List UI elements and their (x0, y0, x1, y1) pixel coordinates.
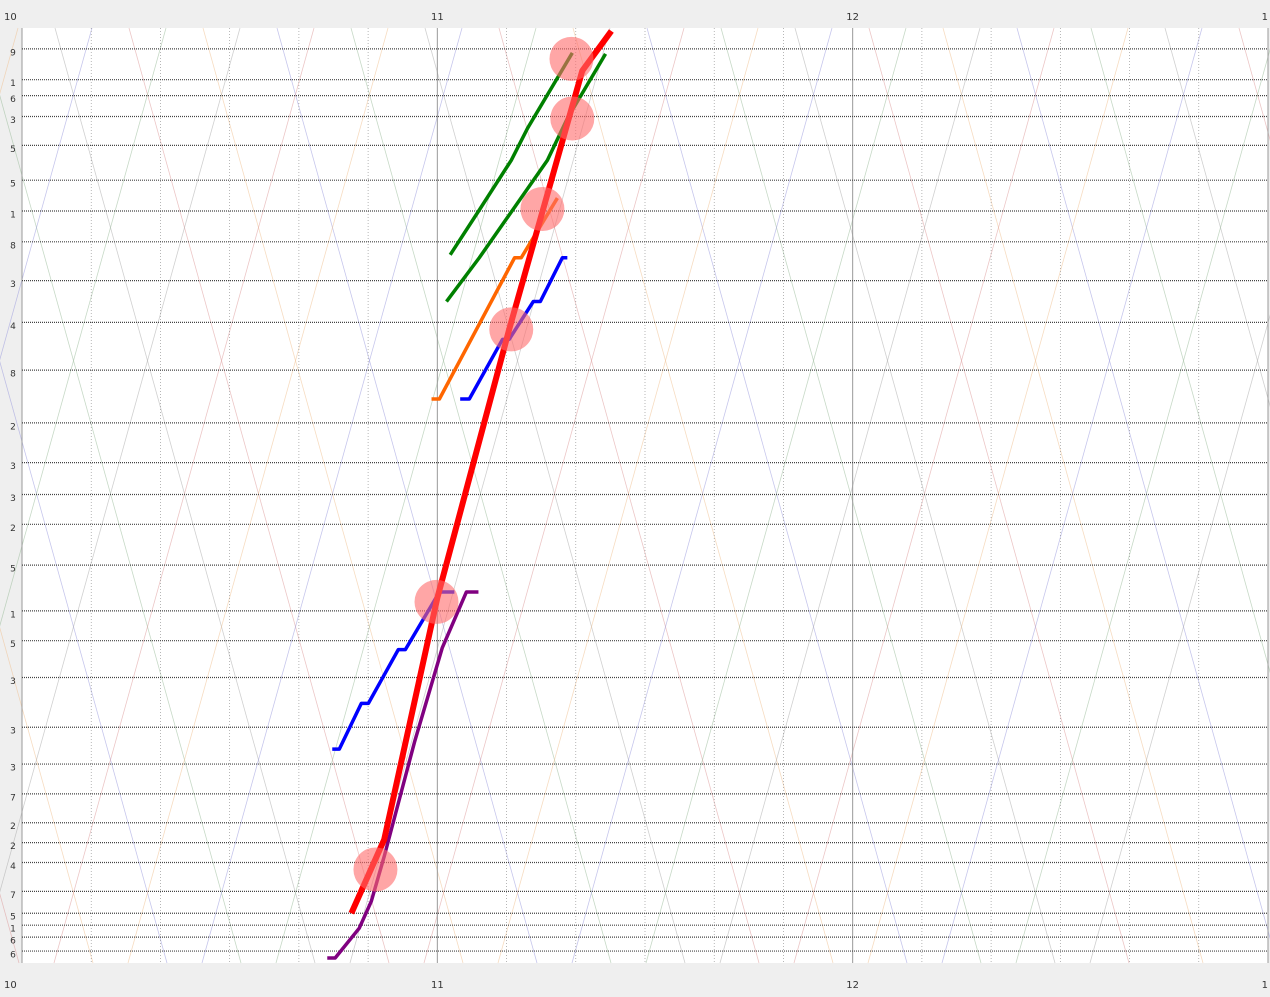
background-path (1164, 27, 1270, 408)
y-tick-label: 1 (10, 925, 16, 935)
y-tick-label: 3 (10, 116, 16, 126)
highlight-point (414, 579, 459, 624)
background-path (497, 27, 759, 964)
background-path (423, 27, 685, 964)
background-path (719, 27, 981, 964)
y-tick-label: 5 (10, 913, 16, 923)
y-tick-label: 2 (10, 822, 16, 832)
x-tick-label: 10 (4, 12, 17, 23)
background-path (0, 360, 168, 964)
y-tick-label: 2 (10, 422, 16, 432)
x-tick-label: 1 (1262, 980, 1268, 991)
background-path (1015, 48, 1270, 964)
y-tick-label: 9 (10, 48, 16, 58)
background-path (571, 27, 833, 964)
background-path (645, 27, 907, 964)
train-path (445, 52, 608, 303)
y-tick-label: 3 (10, 494, 16, 504)
background-path (276, 27, 538, 964)
y-tick-label: 6 (10, 95, 16, 105)
y-tick-label: 3 (10, 280, 16, 290)
y-tick-label: 2 (10, 842, 16, 852)
y-tick-label: 6 (10, 951, 16, 961)
background-path (646, 27, 908, 964)
background-path (0, 27, 93, 361)
y-tick-label: 5 (10, 145, 16, 155)
y-tick-label: 1 (10, 610, 16, 620)
highlight-point (520, 187, 565, 232)
y-tick-label: 5 (10, 565, 16, 575)
background-path (941, 27, 1203, 964)
background-path (498, 27, 760, 964)
background-path (794, 27, 1056, 964)
background-path (572, 27, 834, 964)
y-tick-label: 6 (10, 937, 16, 947)
background-path (720, 27, 982, 964)
y-tick-label: 8 (10, 370, 16, 380)
y-tick-label: 3 (10, 727, 16, 737)
highlight-point (353, 847, 398, 892)
background-train-paths (0, 27, 1270, 964)
y-tick-label: 3 (10, 764, 16, 774)
y-tick-label: 4 (10, 322, 16, 332)
x-tick-label: 11 (431, 980, 444, 991)
y-tick-label: 4 (10, 862, 16, 872)
background-path (793, 27, 1055, 964)
background-path (867, 27, 1129, 964)
background-path (868, 27, 1130, 964)
background-path (350, 27, 612, 964)
background-path (0, 94, 242, 964)
background-path (54, 27, 316, 964)
x-tick-label: 1 (1262, 12, 1268, 23)
background-path (0, 27, 241, 893)
y-tick-label: 2 (10, 524, 16, 534)
background-path (1016, 27, 1270, 940)
background-path (424, 27, 686, 964)
highlight-point (550, 96, 595, 141)
y-tick-label: 1 (10, 211, 16, 221)
train-path (448, 51, 574, 256)
background-path (127, 27, 389, 964)
highlight-point (489, 307, 534, 352)
background-path (201, 27, 463, 964)
y-tick-label: 7 (10, 793, 16, 803)
y-tick-label: 7 (10, 891, 16, 901)
background-path (0, 627, 94, 964)
y-tick-label: 1 (10, 79, 16, 89)
background-path (942, 27, 1204, 964)
background-path (53, 27, 315, 964)
y-tick-label: 8 (10, 241, 16, 251)
y-tick-label: 5 (10, 640, 16, 650)
background-path (202, 27, 464, 964)
x-tick-label: 12 (846, 980, 859, 991)
y-tick-label: 3 (10, 677, 16, 687)
y-tick-label: 3 (10, 462, 16, 472)
x-tick-label: 11 (431, 12, 444, 23)
highlight-point (549, 36, 594, 81)
background-path (1090, 27, 1270, 674)
y-tick-label: 5 (10, 180, 16, 190)
background-path (0, 27, 167, 627)
background-path (128, 27, 390, 964)
x-tick-label: 10 (4, 980, 17, 991)
background-path (275, 27, 537, 964)
background-path (1089, 314, 1270, 964)
x-tick-label: 12 (846, 12, 859, 23)
